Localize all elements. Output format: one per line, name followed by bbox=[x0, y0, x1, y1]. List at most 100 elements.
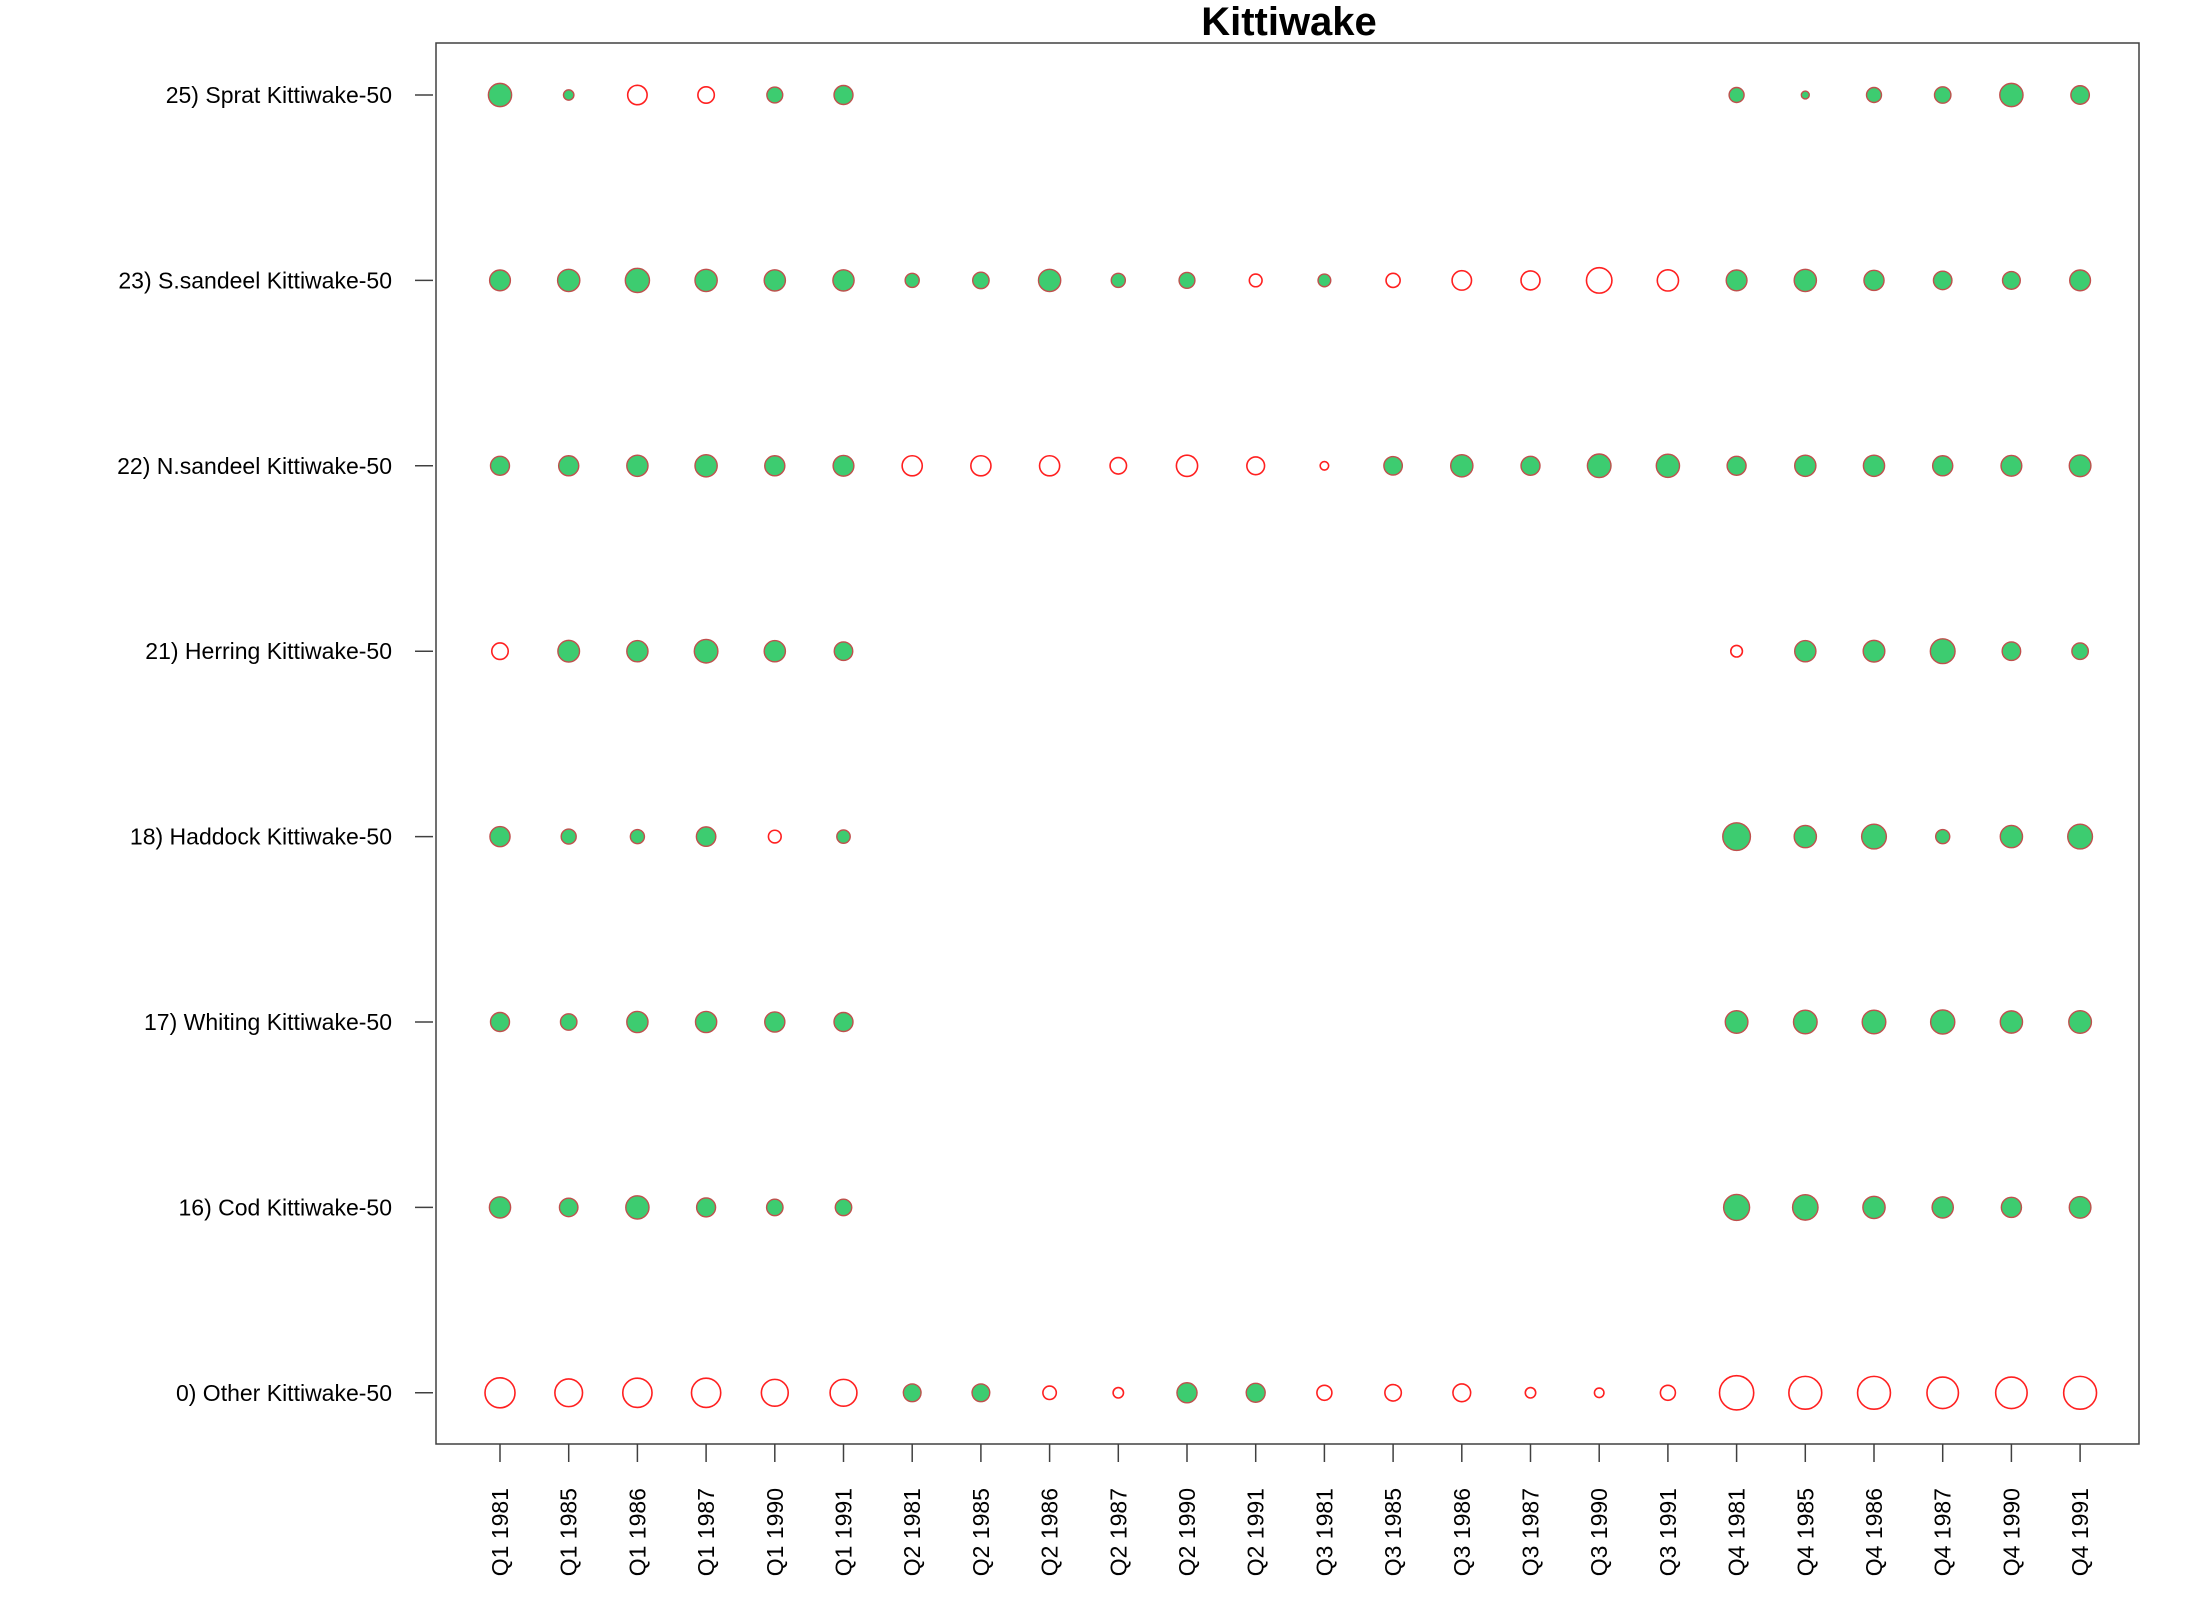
bubble-positive bbox=[1999, 824, 2024, 849]
bubble-positive bbox=[902, 1383, 922, 1403]
x-tick-label: Q4 1986 bbox=[1861, 1488, 1887, 1576]
bubble-negative bbox=[1788, 1375, 1823, 1411]
bubble-negative bbox=[1659, 1384, 1677, 1402]
bubble-positive bbox=[1931, 1196, 1955, 1219]
x-tick-label: Q2 1986 bbox=[1037, 1488, 1063, 1576]
bubble-positive bbox=[625, 1195, 650, 1220]
bubble-positive bbox=[1793, 824, 1818, 849]
bubble-negative bbox=[1856, 1375, 1892, 1411]
bubble-positive bbox=[1929, 638, 1956, 665]
bubble-positive bbox=[559, 1013, 578, 1031]
bubble-positive bbox=[1792, 1009, 1818, 1035]
x-tick-label: Q3 1991 bbox=[1655, 1488, 1681, 1576]
bubble-positive bbox=[695, 826, 717, 848]
bubble-positive bbox=[2067, 823, 2094, 850]
bubble-positive bbox=[971, 271, 990, 290]
bubble-positive bbox=[487, 82, 513, 108]
x-tick-label: Q4 1990 bbox=[1998, 1488, 2024, 1576]
x-tick-label: Q3 1986 bbox=[1449, 1488, 1475, 1576]
bubble-negative bbox=[621, 1377, 653, 1409]
bubble-negative bbox=[1316, 1384, 1333, 1402]
bubble-positive bbox=[489, 825, 511, 848]
y-tick-label: 25) Sprat Kittiwake-50 bbox=[166, 82, 392, 108]
bubble-negative bbox=[1038, 454, 1061, 477]
bubble-negative bbox=[1452, 1383, 1472, 1403]
bubble-positive bbox=[626, 454, 649, 478]
bubble-positive bbox=[833, 641, 854, 662]
bubble-negative bbox=[697, 85, 716, 105]
bubble-negative bbox=[1585, 266, 1613, 294]
bubble-negative bbox=[1042, 1385, 1058, 1401]
x-tick-label: Q4 1985 bbox=[1792, 1488, 1818, 1576]
plot-frame bbox=[435, 42, 2140, 1445]
bubble-positive bbox=[556, 268, 581, 293]
bubble-positive bbox=[1934, 828, 1951, 845]
bubble-positive bbox=[1520, 455, 1541, 476]
bubble-positive bbox=[1800, 90, 1810, 100]
x-tick-label: Q2 1981 bbox=[899, 1488, 925, 1576]
y-axis: 0) Other Kittiwake-50 16) Cod Kittiwake-5… bbox=[117, 82, 433, 1406]
y-tick-label: 16) Cod Kittiwake-50 bbox=[179, 1194, 393, 1220]
bubble-negative bbox=[1994, 1376, 2028, 1410]
bubble-negative bbox=[1109, 456, 1128, 475]
bubble-positive bbox=[2071, 642, 2090, 661]
bubble-positive bbox=[834, 1198, 853, 1217]
x-tick-label: Q3 1990 bbox=[1586, 1488, 1612, 1576]
bubble-negative bbox=[554, 1378, 584, 1408]
bubble-positive bbox=[836, 829, 851, 845]
y-tick-label: 23) S.sandeel Kittiwake-50 bbox=[118, 267, 392, 293]
bubble-negative bbox=[1451, 269, 1473, 291]
bubble-negative bbox=[2062, 1375, 2098, 1411]
x-tick-label: Q2 1987 bbox=[1105, 1488, 1131, 1576]
bubble-positive bbox=[833, 1011, 854, 1033]
bubble-negative bbox=[1520, 270, 1541, 291]
bubble-positive bbox=[1725, 269, 1748, 292]
bubble-negative bbox=[1593, 1387, 1605, 1399]
bubble-positive bbox=[629, 828, 646, 845]
bubble-positive bbox=[2001, 641, 2022, 662]
y-tick-label: 21) Herring Kittiwake-50 bbox=[145, 638, 392, 664]
y-tick-label: 17) Whiting Kittiwake-50 bbox=[144, 1009, 392, 1035]
bubble-positive bbox=[1863, 269, 1885, 292]
x-tick-label: Q1 1981 bbox=[487, 1488, 513, 1576]
bubble-positive bbox=[488, 1196, 512, 1219]
x-tick-label: Q2 1990 bbox=[1174, 1488, 1200, 1576]
bubble-negative bbox=[484, 1377, 516, 1409]
bubble-positive bbox=[624, 267, 651, 294]
bubble-negative bbox=[1175, 454, 1199, 478]
bubble-positive bbox=[1933, 86, 1952, 104]
x-tick-label: Q1 1986 bbox=[624, 1488, 650, 1576]
bubble-positive bbox=[764, 1011, 786, 1033]
chart-title: Kittiwake bbox=[1201, 0, 1377, 44]
bubble-positive bbox=[2068, 1009, 2093, 1035]
bubble-positive bbox=[832, 454, 855, 477]
bubble-positive bbox=[971, 1383, 991, 1403]
bubble-positive bbox=[1999, 82, 2024, 108]
bubble-positive bbox=[489, 455, 511, 476]
y-tick-label: 18) Haddock Kittiwake-50 bbox=[130, 824, 392, 850]
bubble-positive bbox=[1932, 270, 1953, 291]
bubble-negative bbox=[767, 829, 782, 844]
bubble-positive bbox=[1726, 455, 1747, 476]
bubble-positive bbox=[557, 639, 581, 663]
bubble-positive bbox=[832, 269, 855, 292]
bubble-positive bbox=[1245, 1382, 1266, 1403]
x-tick-label: Q3 1981 bbox=[1311, 1488, 1337, 1576]
bubble-negative bbox=[1385, 272, 1401, 289]
bubble-positive bbox=[1860, 823, 1888, 850]
bubble-positive bbox=[1449, 453, 1474, 478]
x-tick-label: Q1 1991 bbox=[831, 1488, 857, 1576]
bubble-positive bbox=[1862, 454, 1886, 478]
bubbles-layer bbox=[484, 82, 2098, 1411]
bubble-negative bbox=[1656, 268, 1680, 292]
bubble-positive bbox=[1865, 86, 1883, 104]
bubble-positive bbox=[1178, 271, 1196, 290]
bubble-positive bbox=[904, 272, 920, 289]
bubble-positive bbox=[488, 269, 512, 292]
bubble-positive bbox=[1929, 1009, 1956, 1035]
bubble-positive bbox=[766, 86, 784, 104]
bubble-positive bbox=[763, 269, 787, 292]
x-tick-label: Q1 1987 bbox=[693, 1488, 719, 1576]
